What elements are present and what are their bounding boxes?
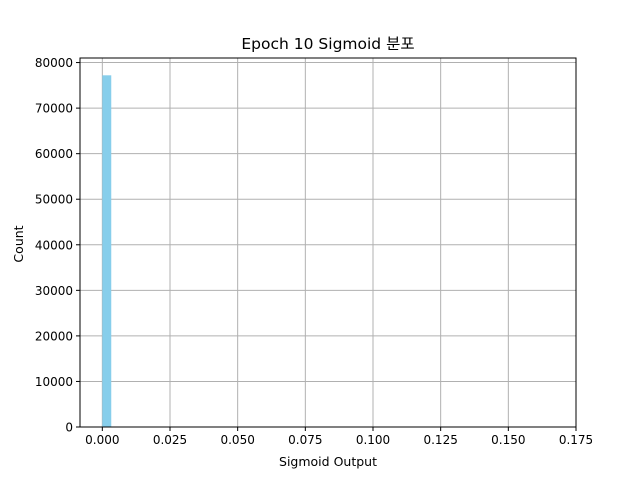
x-tick-label: 0.100 — [356, 433, 390, 447]
y-tick-label: 0 — [65, 421, 73, 435]
x-tick-label: 0.075 — [288, 433, 322, 447]
chart-title: Epoch 10 Sigmoid 분포 — [241, 35, 414, 53]
x-tick-label: 0.150 — [491, 433, 525, 447]
y-tick-label: 30000 — [35, 284, 73, 298]
x-tick-label: 0.025 — [153, 433, 187, 447]
y-axis-ticks: 0 10000 20000 30000 40000 50000 60000 70000 8000… — [35, 56, 80, 435]
grid-lines — [80, 58, 577, 428]
x-tick-label: 0.000 — [85, 433, 119, 447]
y-axis-label: Count — [11, 225, 26, 262]
x-tick-label: 0.175 — [559, 433, 593, 447]
x-tick-label: 0.125 — [423, 433, 457, 447]
y-tick-label: 10000 — [35, 375, 73, 389]
axes-frame — [79, 57, 577, 428]
y-tick-label: 80000 — [35, 56, 73, 70]
y-tick-label: 70000 — [35, 102, 73, 116]
x-tick-label: 0.050 — [220, 433, 254, 447]
y-tick-label: 40000 — [35, 238, 73, 252]
y-tick-label: 60000 — [35, 147, 73, 161]
y-tick-label: 20000 — [35, 329, 73, 343]
histogram-bars — [102, 75, 112, 428]
x-axis-label: Sigmoid Output — [279, 454, 377, 469]
y-tick-label: 50000 — [35, 193, 73, 207]
x-axis-ticks: 0.000 0.025 0.050 0.075 0.100 0.125 0.150 0.175 — [85, 427, 593, 447]
histogram-bar — [102, 75, 112, 428]
